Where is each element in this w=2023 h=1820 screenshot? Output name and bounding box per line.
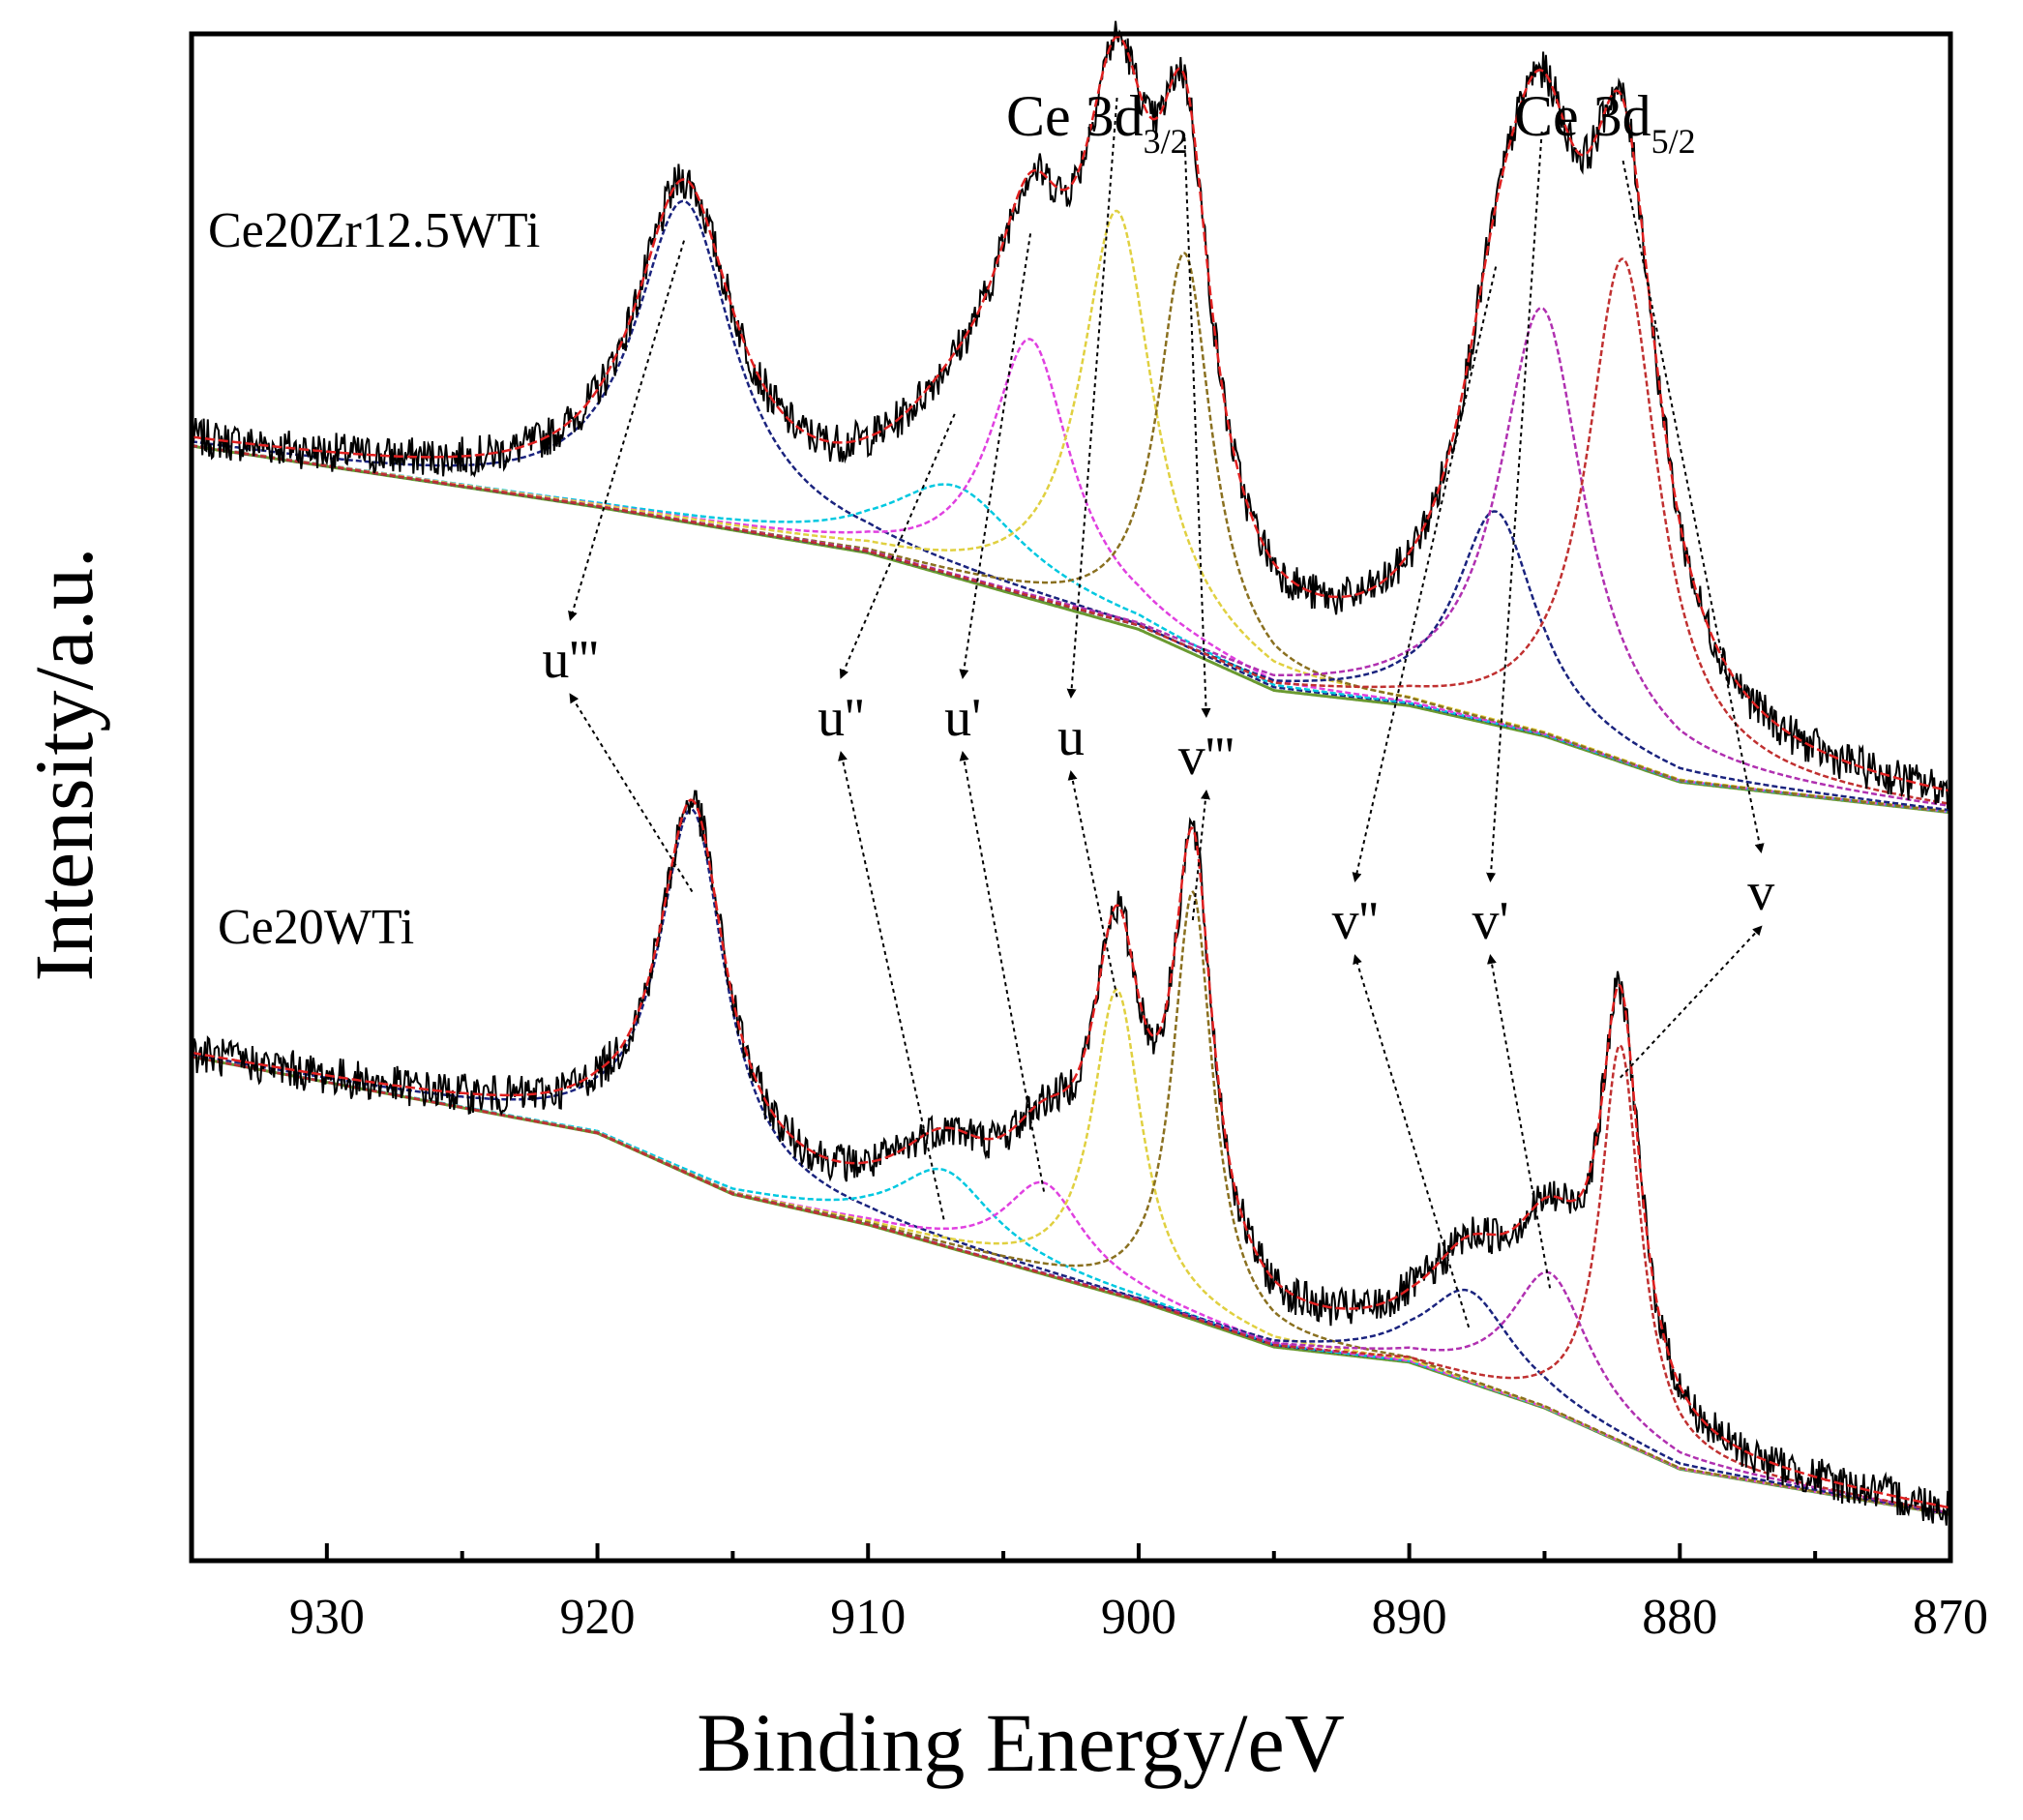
fit-component-line — [191, 1043, 1951, 1514]
arrow-top-v1 — [1486, 131, 1543, 882]
peak-label-v0: v — [1747, 862, 1774, 922]
peak-labels: u''' u'' u' u v''' v'' v' v — [542, 630, 1774, 951]
x-tick-label: 890 — [1372, 1590, 1447, 1645]
peak-label-u0: u — [1057, 707, 1085, 767]
region-label-ce-3d-3-2: Ce 3d3/2 — [1006, 84, 1188, 161]
arrow-top-v0 — [1621, 160, 1765, 853]
arrow-top-u3 — [568, 240, 685, 621]
arrow-top-v3 — [1183, 137, 1211, 718]
x-tick-label: 880 — [1642, 1590, 1717, 1645]
arrow-top-u2 — [839, 413, 956, 679]
series-ce20zr12-5wti — [191, 20, 1951, 815]
arrow-bottom-v3 — [1191, 790, 1210, 921]
arrow-bottom-u0 — [1067, 770, 1118, 998]
peak-label-u1: u' — [944, 688, 981, 748]
arrow-top-v2 — [1352, 266, 1498, 882]
x-tick-label: 900 — [1101, 1590, 1176, 1645]
fit-envelope-line — [191, 35, 1951, 792]
peak-label-v3: v''' — [1178, 727, 1235, 787]
fit-component-line — [191, 1055, 1951, 1516]
fit-envelope-line — [191, 798, 1951, 1509]
fit-component-line — [191, 1055, 1951, 1516]
sample-label-ce20wti: Ce20WTi — [218, 900, 414, 955]
peak-label-v1: v' — [1472, 891, 1508, 951]
arrow-bottom-u2 — [838, 751, 945, 1220]
raw-spectrum-line — [191, 790, 1951, 1526]
arrow-bottom-u3 — [569, 693, 694, 893]
peak-label-v2: v'' — [1332, 891, 1379, 951]
fit-component-line — [191, 808, 1951, 1516]
baseline-line — [191, 1055, 1951, 1517]
region-label-ce-3d-5-2: Ce 3d5/2 — [1514, 84, 1696, 161]
x-axis-title: Binding Energy/eV — [697, 1696, 1345, 1789]
sample-label-ce20zr12-5wti: Ce20Zr12.5WTi — [208, 203, 540, 258]
x-tick-label: 910 — [830, 1590, 906, 1645]
x-tick-label: 920 — [560, 1590, 636, 1645]
series-ce20wti — [191, 790, 1951, 1526]
plot-area — [191, 20, 1951, 1526]
peak-label-u3: u''' — [542, 630, 598, 690]
fit-component-line — [191, 257, 1951, 806]
peak-arrows — [568, 97, 1765, 1328]
plot-frame — [189, 31, 1953, 1564]
x-tick-label: 930 — [289, 1590, 365, 1645]
arrow-top-u1 — [959, 233, 1032, 679]
peak-label-u2: u'' — [818, 688, 864, 748]
fit-component-line — [191, 1055, 1951, 1514]
raw-spectrum-line — [191, 20, 1951, 810]
y-axis-title: Intensity/a.u. — [17, 547, 110, 981]
x-tick-label: 870 — [1913, 1590, 1988, 1645]
arrow-bottom-v1 — [1487, 954, 1552, 1289]
arrow-bottom-u1 — [959, 751, 1046, 1192]
fit-component-line — [191, 988, 1951, 1516]
arrow-bottom-v0 — [1620, 925, 1763, 1079]
arrow-bottom-v2 — [1353, 954, 1471, 1328]
fit-component-line — [191, 1055, 1951, 1515]
